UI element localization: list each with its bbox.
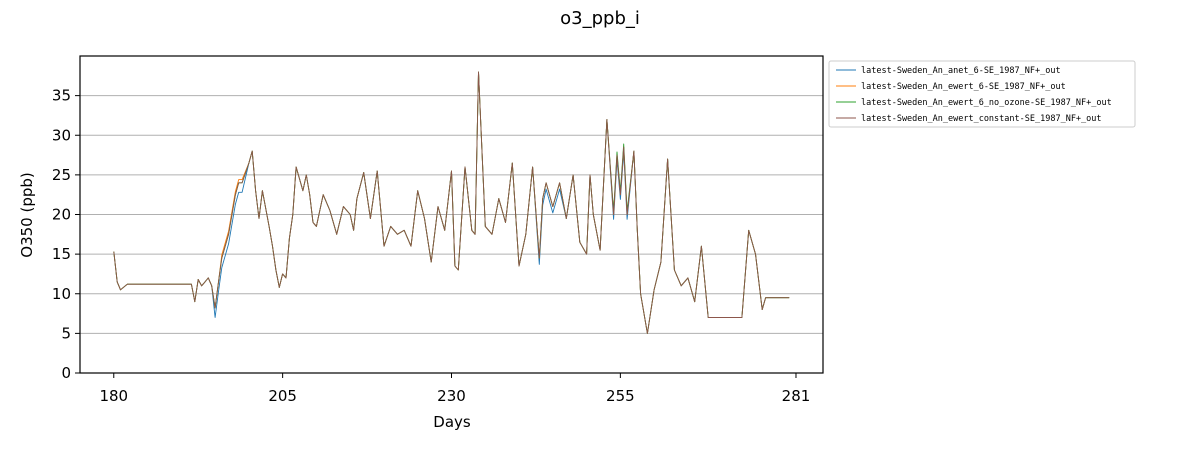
- legend: latest-Sweden_An_anet_6-SE_1987_NF+_outl…: [828, 60, 1136, 128]
- legend-box: [828, 60, 1136, 128]
- x-tick-label: 180: [99, 387, 128, 405]
- chart-title: o3_ppb_i: [560, 8, 640, 29]
- y-tick-label: 5: [61, 324, 71, 342]
- series-line-4: [113, 71, 790, 334]
- legend-label-1: latest-Sweden_An_anet_6-SE_1987_NF+_out: [861, 66, 1061, 76]
- x-tick-label: 230: [437, 387, 466, 405]
- y-axis-label: O350 (ppb): [18, 172, 36, 257]
- legend-label-4: latest-Sweden_An_ewert_constant-SE_1987_…: [861, 114, 1102, 124]
- y-tick-label: 25: [52, 166, 71, 184]
- series-lines: [113, 71, 790, 334]
- y-tick-label: 30: [52, 126, 71, 144]
- legend-label-3: latest-Sweden_An_ewert_6_no_ozone-SE_198…: [861, 98, 1112, 108]
- y-tick-label: 15: [52, 245, 71, 263]
- x-tick-label: 205: [268, 387, 297, 405]
- legend-label-2: latest-Sweden_An_ewert_6-SE_1987_NF+_out: [861, 82, 1066, 92]
- y-tick-label: 0: [61, 364, 71, 382]
- y-tick-label: 35: [52, 87, 71, 105]
- x-tick-label: 255: [606, 387, 635, 405]
- y-tick-label: 20: [52, 206, 71, 224]
- x-tick-label: 281: [782, 387, 811, 405]
- y-axis: 0 5 10 15 20 25 30 35: [52, 87, 80, 382]
- y-tick-label: 10: [52, 285, 71, 303]
- x-axis: 180 205 230 255 281: [99, 373, 810, 405]
- x-axis-label: Days: [433, 413, 471, 431]
- y-gridlines: [80, 95, 823, 334]
